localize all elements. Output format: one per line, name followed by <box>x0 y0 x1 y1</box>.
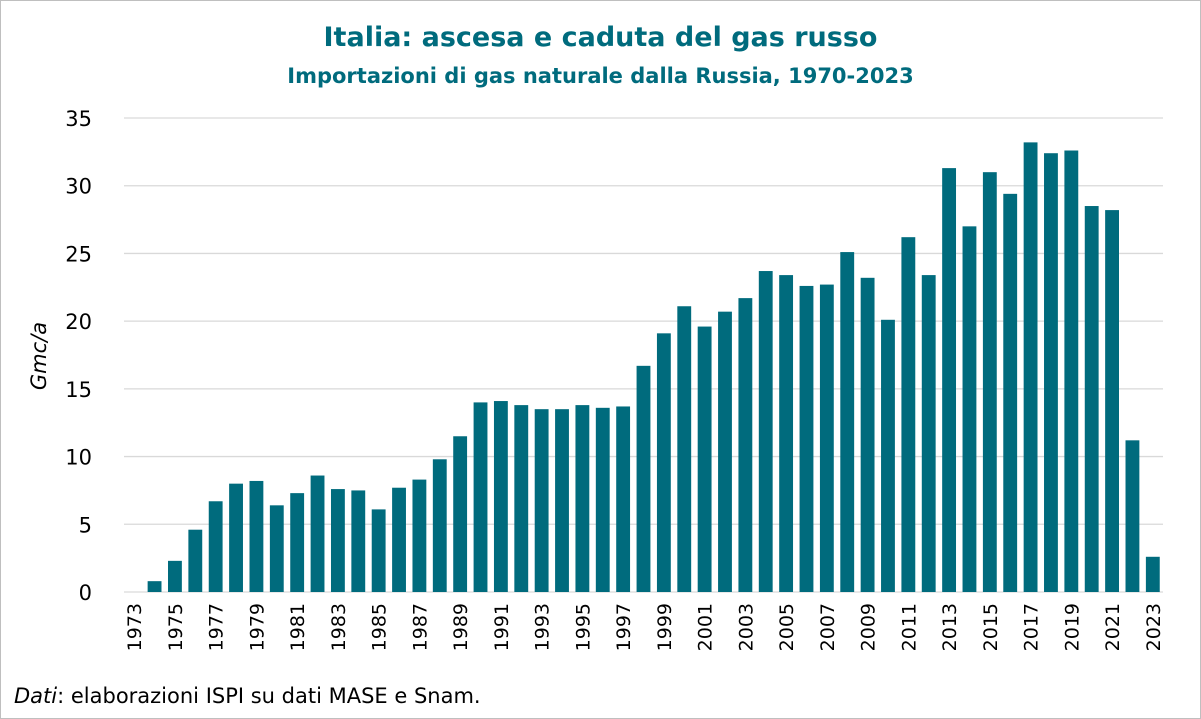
bar-1983 <box>330 489 345 592</box>
bar-1980 <box>269 505 284 592</box>
x-tick-label: 2017 <box>1021 603 1043 651</box>
bar-2002 <box>718 311 732 592</box>
x-tick-label: 2005 <box>776 603 798 651</box>
x-tick-label: 2007 <box>817 603 839 651</box>
x-tick-label: 1991 <box>491 603 513 651</box>
bar-2016 <box>1003 193 1018 592</box>
bar-2004 <box>758 271 773 592</box>
bar-1974 <box>147 581 162 592</box>
bar-1994 <box>555 409 569 592</box>
x-tick-label: 1979 <box>246 603 268 651</box>
x-tick-label: 2021 <box>1102 603 1124 651</box>
bar-1988 <box>432 459 447 592</box>
bar-2011 <box>901 237 916 593</box>
source-text: : elaborazioni ISPI su dati MASE e Snam. <box>57 684 481 708</box>
bar-2019 <box>1064 150 1079 592</box>
bar-2015 <box>982 172 997 592</box>
bar-1993 <box>534 409 549 592</box>
y-tick-labels: 0 5 10 15 20 25 30 35 <box>65 107 92 605</box>
bar-1976 <box>188 529 203 592</box>
source-note: Dati: elaborazioni ISPI su dati MASE e S… <box>14 684 481 708</box>
bar-1998 <box>636 365 651 592</box>
y-tick-label: 5 <box>79 513 92 537</box>
x-tick-label: 2019 <box>1061 603 1083 651</box>
bar-1987 <box>412 479 427 592</box>
bar-2008 <box>840 252 855 592</box>
y-tick-label: 0 <box>79 581 92 605</box>
x-tick-label: 1977 <box>206 603 228 651</box>
bar-2009 <box>860 277 875 592</box>
bar-2022 <box>1125 440 1140 592</box>
x-tick-label: 1983 <box>328 603 350 651</box>
x-tick-label: 1997 <box>613 603 635 651</box>
y-tick-label: 30 <box>65 175 92 199</box>
bar-2010 <box>881 319 895 592</box>
x-tick-label: 1981 <box>287 603 309 651</box>
y-tick-label: 35 <box>65 107 92 131</box>
x-tick-label: 2003 <box>735 603 757 651</box>
bar-2006 <box>799 285 814 592</box>
bar-1978 <box>229 483 243 592</box>
bar-1991 <box>493 401 508 592</box>
bar-1977 <box>208 501 223 592</box>
bar-2020 <box>1084 206 1099 592</box>
x-tick-label: 2023 <box>1143 603 1165 651</box>
x-tick-label: 1993 <box>532 603 554 651</box>
bar-1985 <box>371 509 386 592</box>
y-axis-label: Gmc/a <box>27 322 51 390</box>
y-tick-label: 25 <box>65 242 92 266</box>
x-tick-label: 2011 <box>898 603 920 651</box>
bar-1999 <box>656 333 671 592</box>
bar-2021 <box>1105 210 1119 592</box>
x-tick-label: 2013 <box>939 603 961 651</box>
bar-1982 <box>310 475 325 592</box>
source-lead: Dati <box>14 684 58 708</box>
bar-2001 <box>697 326 712 592</box>
bar-1989 <box>453 436 468 592</box>
x-tick-labels: 1973 1975 1977 1979 1981 1983 1985 1987 1989 1991… <box>124 603 1165 651</box>
bar-1981 <box>290 493 305 592</box>
bar-1992 <box>514 405 529 592</box>
x-tick-label: 2015 <box>980 603 1002 651</box>
bar-1995 <box>575 405 590 592</box>
x-tick-label: 1975 <box>165 603 187 651</box>
x-tick-label: 2001 <box>695 603 717 651</box>
x-tick-label: 2009 <box>858 603 880 651</box>
bar-2005 <box>779 275 794 592</box>
bar-1997 <box>616 406 631 592</box>
y-tick-label: 15 <box>65 378 92 402</box>
bar-2013 <box>942 168 957 592</box>
bar-2023 <box>1145 556 1160 592</box>
chart-subtitle: Importazioni di gas naturale dalla Russi… <box>287 64 914 88</box>
bar-2003 <box>738 298 753 592</box>
x-tick-label: 1987 <box>409 603 431 651</box>
bar-2014 <box>962 226 977 593</box>
bar-1984 <box>351 490 366 592</box>
bar-2017 <box>1023 142 1038 592</box>
bar-2018 <box>1044 153 1058 592</box>
chart-title: Italia: ascesa e caduta del gas russo <box>323 22 878 53</box>
x-tick-label: 1985 <box>369 603 391 651</box>
x-tick-label: 1999 <box>654 603 676 651</box>
bar-1979 <box>249 480 264 592</box>
bar-2000 <box>677 306 692 592</box>
bar-1996 <box>595 407 610 592</box>
bars <box>147 142 1160 593</box>
bar-1975 <box>168 560 182 592</box>
x-tick-label: 1995 <box>572 603 594 651</box>
bar-2007 <box>819 284 834 592</box>
bar-1986 <box>392 487 406 592</box>
bar-2012 <box>921 275 936 592</box>
x-tick-label: 1989 <box>450 603 472 651</box>
x-tick-label: 1973 <box>124 603 146 651</box>
y-tick-label: 10 <box>65 446 92 470</box>
bar-1990 <box>473 402 488 592</box>
y-tick-label: 20 <box>65 310 92 334</box>
